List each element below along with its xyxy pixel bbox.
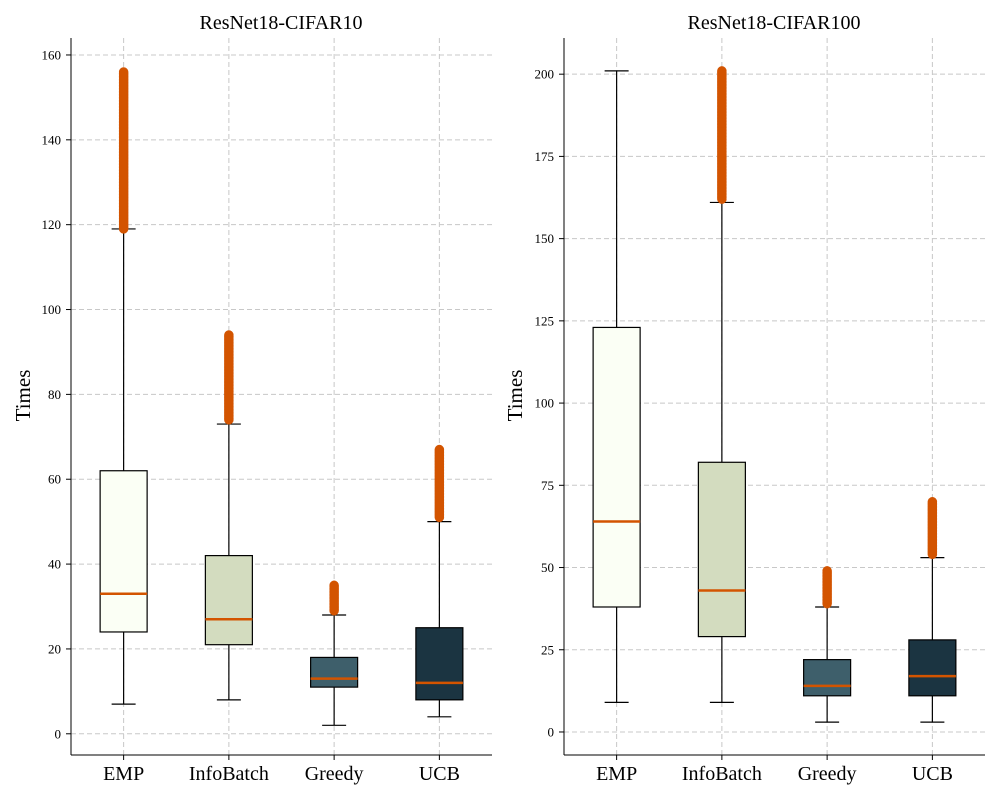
y-tick-label: 80: [48, 387, 61, 402]
box-iqr: [204, 554, 253, 646]
box-iqr: [592, 326, 641, 608]
y-tick-label: 140: [42, 132, 62, 147]
outlier-point: [434, 444, 445, 455]
x-tick-label: InfoBatch: [189, 763, 269, 785]
cifar100-panel: 0 25 50 75 100 125 150 175 200 EMP InfoBatch Greedy…: [503, 12, 985, 785]
y-axis-label: Times: [503, 370, 527, 422]
y-tick-label: 175: [535, 149, 555, 164]
y-tick-label: 40: [48, 557, 61, 572]
box-iqr: [99, 470, 148, 633]
y-tick-label: 200: [535, 67, 555, 82]
outlier-point: [717, 66, 727, 76]
y-tick-label: 125: [535, 313, 555, 328]
box-iqr: [908, 639, 957, 697]
x-tick-label: Greedy: [305, 763, 364, 785]
x-tick-label: InfoBatch: [682, 763, 762, 785]
box-iqr: [697, 461, 746, 638]
y-axis-label: Times: [11, 370, 35, 422]
y-tick-label: 0: [548, 724, 555, 739]
y-tick-label: 100: [42, 302, 62, 317]
outlier-point: [224, 330, 234, 340]
box-iqr: [310, 656, 359, 688]
y-tick-label: 60: [48, 472, 61, 487]
y-tick-label: 160: [42, 47, 62, 62]
x-tick-label: Greedy: [798, 763, 857, 785]
y-tick-label: 20: [48, 641, 61, 656]
chart-title: ResNet18-CIFAR100: [688, 12, 861, 34]
box-iqr: [415, 627, 464, 701]
y-tick-label: 50: [541, 560, 554, 575]
box-iqr: [803, 659, 852, 697]
outlier-point: [118, 67, 129, 77]
y-tick-label: 150: [535, 231, 555, 246]
x-tick-label: EMP: [596, 763, 637, 785]
y-tick-label: 25: [541, 642, 554, 657]
x-tick-label: UCB: [912, 763, 953, 785]
y-tick-label: 75: [541, 478, 554, 493]
outlier-point: [329, 580, 339, 591]
cifar10-panel: 0 20 40 60 80 100 120 140 160 EMP InfoBatch Greedy U…: [11, 12, 492, 785]
x-tick-label: UCB: [419, 763, 460, 785]
outlier-point: [822, 566, 832, 576]
y-tick-label: 100: [535, 396, 555, 411]
x-tick-label: EMP: [103, 763, 144, 785]
y-tick-label: 120: [42, 217, 62, 232]
outlier-point: [927, 496, 938, 507]
chart-title: ResNet18-CIFAR10: [200, 12, 363, 34]
y-tick-label: 0: [55, 726, 62, 741]
